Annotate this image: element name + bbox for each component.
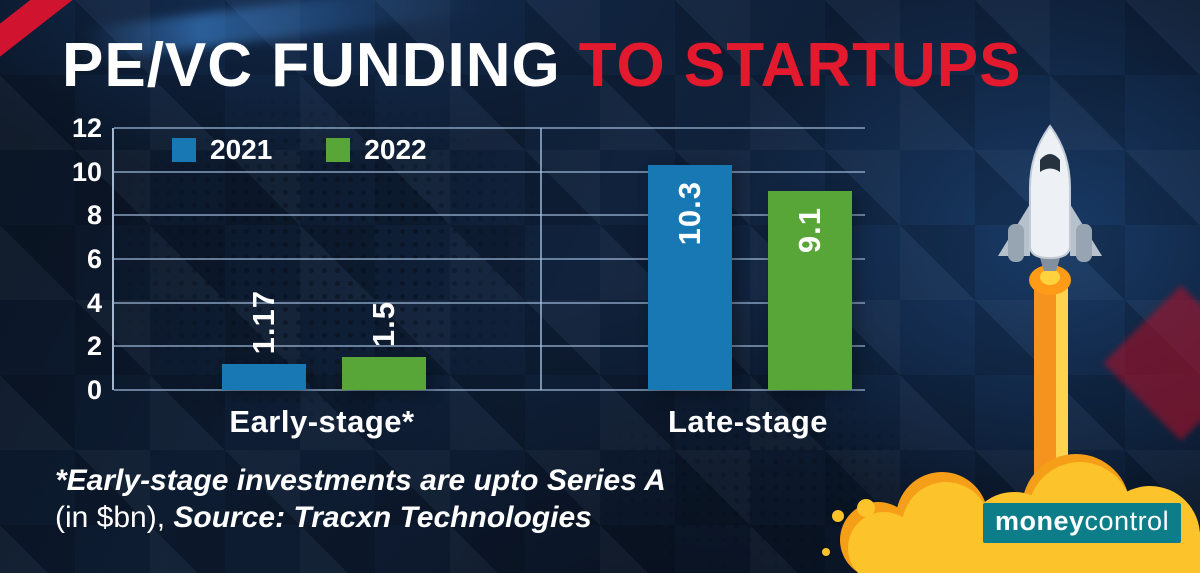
bar-2021-earlystage xyxy=(222,364,306,390)
y-axis-tick-label: 6 xyxy=(86,244,102,274)
bar-2022-latestage xyxy=(768,191,852,390)
y-axis-tick-label: 8 xyxy=(86,200,102,231)
rocket-flame xyxy=(1040,269,1060,285)
category-divider-line xyxy=(540,128,542,390)
spark-dot xyxy=(832,510,844,522)
gridline xyxy=(114,389,865,391)
legend-item-2021: 2021 xyxy=(172,134,272,166)
bar-value-label: 10.3 xyxy=(672,181,707,246)
rocket-booster xyxy=(1076,224,1092,262)
logo-control-text: control xyxy=(1084,506,1170,536)
footnote: *Early-stage investments are upto Series… xyxy=(55,462,666,536)
spark-dot xyxy=(822,548,830,556)
legend-label: 2021 xyxy=(210,134,273,165)
moneycontrol-logo: moneycontrol xyxy=(983,503,1182,543)
bar-2022-earlystage xyxy=(342,357,426,390)
page-title: PE/VC FUNDING TO STARTUPS xyxy=(62,30,1021,101)
bar-value-label: 1.5 xyxy=(366,301,401,348)
gridline xyxy=(114,258,865,260)
y-axis-tick-label: 12 xyxy=(71,113,102,143)
footnote-line1: *Early-stage investments are upto Series… xyxy=(55,464,666,497)
y-axis-tick-label: 2 xyxy=(86,331,102,362)
x-category-label: Early-stage* xyxy=(229,404,415,439)
logo-money-text: money xyxy=(995,506,1085,536)
spark-dot xyxy=(857,499,875,517)
chart-legend: 2021 2022 xyxy=(172,134,427,166)
footnote-source: Source: Tracxn Technologies xyxy=(173,501,592,534)
title-white-part: PE/VC FUNDING xyxy=(62,31,561,100)
bar-value-label: 1.17 xyxy=(246,290,281,355)
bar-value-label: 9.1 xyxy=(792,207,827,254)
rocket-nozzle xyxy=(1040,258,1060,271)
y-axis-tick-label: 0 xyxy=(86,375,102,405)
funding-bar-chart: 2021 2022 1.17 1.5 10.3 9.1 xyxy=(112,127,865,391)
y-axis-tick-label: 10 xyxy=(71,156,102,187)
legend-swatch xyxy=(326,138,351,162)
rocket-window xyxy=(1040,154,1060,172)
legend-swatch xyxy=(172,138,196,162)
legend-label: 2022 xyxy=(364,134,427,165)
title-red-part: TO STARTUPS xyxy=(578,31,1022,100)
gridline xyxy=(114,127,865,129)
x-category-label: Late-stage xyxy=(667,404,829,439)
y-axis-tick-label: 4 xyxy=(86,287,102,318)
bar-2021-latestage xyxy=(648,165,732,390)
footnote-unit: (in $bn), xyxy=(55,501,174,534)
gridline xyxy=(114,345,865,348)
y-axis: 0 2 4 6 8 10 12 xyxy=(40,113,102,405)
rocket-body xyxy=(1029,124,1071,260)
rocket-booster xyxy=(1008,224,1024,262)
footnote-line2: (in $bn), Source: Tracxn Technologies xyxy=(55,499,666,536)
gridline xyxy=(114,214,865,217)
gridline xyxy=(114,170,865,173)
legend-item-2022: 2022 xyxy=(326,134,427,166)
gridline xyxy=(114,301,865,304)
x-axis: Early-stage* Late-stage xyxy=(112,404,865,446)
